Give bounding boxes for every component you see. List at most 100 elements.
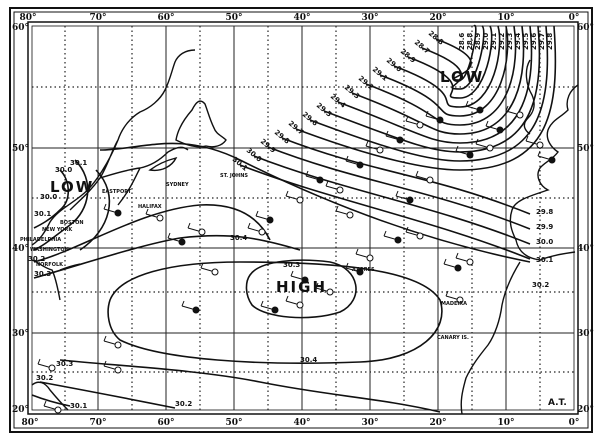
isobar-label: 28.8	[427, 29, 445, 46]
place-azores: AZORES	[352, 267, 375, 273]
isobar-labels: 30.1 30.0 30.0 30.1 30.2 30.3 30.4 30.3 …	[28, 159, 553, 410]
wind-barb	[103, 360, 107, 367]
station-marker	[426, 176, 434, 184]
place-labels: EASTPORT SYDNEY HALIFAX ST. JOHNS BOSTON…	[20, 173, 469, 341]
place-canary-islands: CANARY IS.	[437, 335, 469, 341]
isobar-label: 30.0	[245, 146, 263, 163]
station-marker	[376, 146, 384, 154]
isobar	[351, 25, 525, 135]
isobar	[435, 25, 477, 81]
isobar-label: 30.4	[300, 356, 317, 364]
station-marker	[211, 268, 219, 276]
wind-barb	[103, 335, 107, 342]
wind-barb	[537, 150, 541, 157]
lon-label: 20°	[429, 418, 446, 428]
isobar	[59, 359, 441, 413]
wind-barb	[405, 115, 409, 122]
isobar	[421, 25, 485, 90]
wind-barb	[505, 105, 509, 112]
wind-barb	[315, 282, 319, 289]
wind-barb	[43, 400, 47, 407]
isobar-label: 29.7	[538, 33, 546, 50]
isobar	[107, 261, 443, 364]
isobar-label: 30.3	[34, 270, 51, 278]
wind-barb	[285, 190, 289, 197]
lon-label: 40°	[293, 418, 310, 428]
low-pressure-north: LOW	[440, 68, 484, 86]
isobars	[31, 25, 557, 413]
isobar-labels-north: 30.1 30.0 29.9 29.8 29.7 29.6 29.5 29.4 …	[231, 29, 445, 172]
isobar	[31, 394, 71, 407]
isobar	[79, 169, 111, 251]
wind-barb	[443, 258, 447, 265]
station-marker	[156, 214, 164, 222]
high-pressure-center: HIGH	[276, 278, 327, 296]
isobar	[245, 259, 357, 319]
isobar	[267, 146, 531, 230]
isobar-label: 29.2	[498, 33, 506, 50]
isobar-label: 28.6	[458, 33, 466, 50]
lat-label: 50°	[577, 144, 594, 154]
wind-barb	[425, 110, 429, 117]
lon-label: 70°	[89, 13, 106, 23]
place-eastport: EASTPORT	[102, 189, 132, 195]
station-marker	[301, 276, 309, 284]
isobar	[379, 25, 509, 117]
wind-barb	[181, 300, 185, 307]
station-marker	[316, 176, 324, 184]
wind-barb	[465, 100, 469, 107]
lon-label: 50°	[225, 418, 242, 428]
wind-barb	[385, 130, 389, 137]
station-marker	[406, 196, 414, 204]
wind-barb	[145, 208, 149, 215]
coastline-newfoundland	[175, 100, 227, 148]
wind-barb	[455, 145, 459, 152]
isobar-label: 30.1	[34, 210, 51, 218]
lat-label: 60°	[577, 23, 594, 33]
station-marker	[271, 306, 279, 314]
isobar	[33, 169, 70, 229]
lon-label: 80°	[19, 13, 36, 23]
low-pressure-west: LOW	[50, 178, 94, 196]
wind-barb	[247, 222, 251, 229]
graticule	[32, 26, 574, 410]
station-marker	[466, 258, 474, 266]
wind-barb	[445, 290, 449, 297]
isobar	[239, 164, 531, 260]
lat-label: 40°	[577, 244, 594, 254]
wind-barb	[37, 358, 41, 365]
isobar-label: 29.2	[357, 74, 375, 91]
wind-barb	[345, 262, 349, 269]
isobar-label: 29.3	[506, 33, 514, 50]
isobar-label: 29.6	[530, 33, 538, 50]
lon-label: 10°	[497, 13, 514, 23]
lat-label: 60°	[12, 23, 29, 33]
station-marker	[516, 111, 524, 119]
latitude-labels-left: 60° 50° 40° 30° 20°	[12, 23, 29, 415]
station-marker	[114, 209, 122, 217]
isobar-label: 30.1	[70, 159, 87, 167]
isobar-label: 29.9	[536, 223, 553, 231]
lat-label: 30°	[12, 329, 29, 339]
isobar-label: 29.0	[482, 33, 490, 50]
lon-label: 60°	[157, 13, 174, 23]
isobar-label: 28.7	[413, 38, 431, 55]
lon-label: 70°	[89, 418, 106, 428]
wind-barb	[525, 135, 529, 142]
wind-barb	[285, 295, 289, 302]
wind-barb	[485, 120, 489, 127]
isobar	[33, 234, 301, 279]
wind-barb	[415, 170, 419, 177]
isobar-label: 29.8	[546, 33, 554, 50]
isobar-label: 30.0	[55, 166, 72, 174]
lon-label: 40°	[293, 13, 310, 23]
isobar-label: 30.1	[70, 402, 87, 410]
place-norfolk: NORFOLK	[36, 262, 64, 268]
isobar-label: 29.8	[273, 128, 291, 145]
isobar-label: 29.6	[301, 110, 319, 127]
lon-label: 10°	[497, 418, 514, 428]
lat-label: 20°	[12, 405, 29, 415]
wind-barb	[345, 155, 349, 162]
station-marker	[178, 238, 186, 246]
wind-barb	[305, 170, 309, 177]
